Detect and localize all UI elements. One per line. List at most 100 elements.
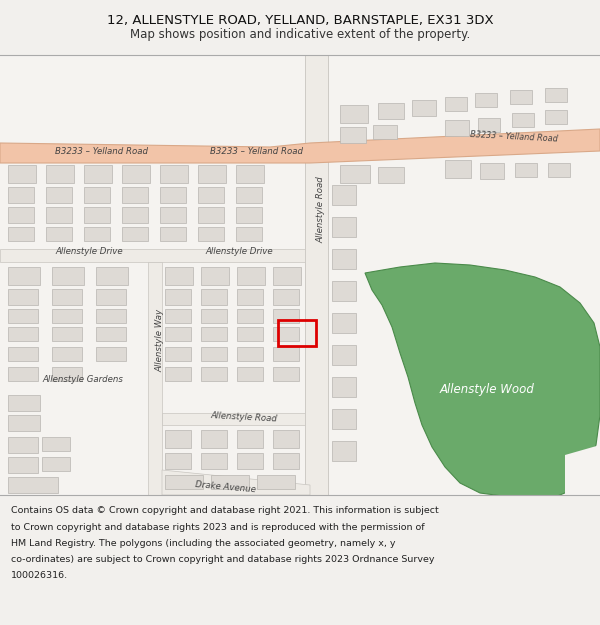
Text: B3233 – Yelland Road: B3233 – Yelland Road: [55, 148, 148, 156]
Bar: [198, 165, 226, 183]
Polygon shape: [0, 129, 600, 163]
Bar: [201, 267, 229, 285]
Bar: [201, 327, 227, 341]
Bar: [378, 167, 404, 183]
Bar: [96, 289, 126, 305]
Bar: [8, 309, 38, 323]
Bar: [198, 207, 224, 223]
Bar: [8, 289, 38, 305]
Bar: [545, 110, 567, 124]
Text: to Crown copyright and database rights 2023 and is reproduced with the permissio: to Crown copyright and database rights 2…: [11, 522, 424, 531]
Bar: [8, 477, 58, 493]
Bar: [165, 309, 191, 323]
Text: B3233 – Yelland Road: B3233 – Yelland Road: [210, 148, 303, 156]
Bar: [445, 97, 467, 111]
Bar: [96, 327, 126, 341]
Bar: [165, 430, 191, 448]
Bar: [8, 327, 38, 341]
Bar: [52, 327, 82, 341]
Bar: [273, 453, 299, 469]
Bar: [42, 457, 70, 471]
Text: Drake Avenue: Drake Avenue: [195, 480, 256, 494]
Bar: [46, 227, 72, 241]
Bar: [8, 187, 34, 203]
Bar: [332, 249, 356, 269]
Polygon shape: [365, 263, 600, 497]
Bar: [165, 347, 191, 361]
Bar: [46, 207, 72, 223]
Text: Map shows position and indicative extent of the property.: Map shows position and indicative extent…: [130, 28, 470, 41]
Bar: [475, 93, 497, 107]
Bar: [8, 207, 34, 223]
Bar: [148, 262, 162, 495]
Text: Contains OS data © Crown copyright and database right 2021. This information is : Contains OS data © Crown copyright and d…: [11, 506, 439, 515]
Bar: [165, 475, 203, 489]
Bar: [8, 437, 38, 453]
Bar: [165, 267, 193, 285]
Bar: [201, 430, 227, 448]
Bar: [52, 367, 82, 381]
Bar: [278, 320, 316, 346]
Bar: [8, 415, 40, 431]
Bar: [478, 118, 500, 132]
Bar: [305, 55, 328, 495]
Bar: [96, 347, 126, 361]
Text: Allenstyle Road: Allenstyle Road: [210, 411, 277, 423]
Polygon shape: [162, 470, 310, 495]
Bar: [46, 187, 72, 203]
Text: Allenstyle Way: Allenstyle Way: [155, 308, 164, 371]
Bar: [52, 289, 82, 305]
Bar: [340, 105, 368, 123]
Bar: [273, 289, 299, 305]
Bar: [273, 430, 299, 448]
Polygon shape: [565, 445, 600, 497]
Bar: [332, 345, 356, 365]
Bar: [96, 267, 128, 285]
Text: 12, ALLENSTYLE ROAD, YELLAND, BARNSTAPLE, EX31 3DX: 12, ALLENSTYLE ROAD, YELLAND, BARNSTAPLE…: [107, 14, 493, 27]
Text: Allenstyle Gardens: Allenstyle Gardens: [42, 376, 123, 384]
Bar: [8, 347, 38, 361]
Bar: [165, 367, 191, 381]
Bar: [201, 367, 227, 381]
Bar: [340, 127, 366, 143]
Bar: [237, 327, 263, 341]
Bar: [84, 165, 112, 183]
Bar: [236, 187, 262, 203]
Text: B3233 – Yelland Road: B3233 – Yelland Road: [470, 130, 558, 144]
Text: co-ordinates) are subject to Crown copyright and database rights 2023 Ordnance S: co-ordinates) are subject to Crown copyr…: [11, 555, 434, 564]
Bar: [273, 367, 299, 381]
Bar: [332, 377, 356, 397]
Bar: [332, 441, 356, 461]
Bar: [8, 165, 36, 183]
Bar: [237, 347, 263, 361]
Text: Allenstyle Drive: Allenstyle Drive: [205, 248, 272, 256]
Bar: [201, 453, 227, 469]
Bar: [160, 227, 186, 241]
Bar: [165, 289, 191, 305]
Bar: [52, 347, 82, 361]
Bar: [160, 207, 186, 223]
Bar: [237, 453, 263, 469]
Bar: [510, 90, 532, 104]
Bar: [340, 165, 370, 183]
Bar: [236, 227, 262, 241]
Bar: [445, 120, 469, 136]
Bar: [122, 207, 148, 223]
Bar: [122, 227, 148, 241]
Bar: [236, 165, 264, 183]
Bar: [8, 227, 34, 241]
Bar: [8, 267, 40, 285]
Bar: [445, 160, 471, 178]
Bar: [273, 347, 299, 361]
Text: 100026316.: 100026316.: [11, 571, 68, 580]
Text: Allenstyle Road: Allenstyle Road: [316, 177, 325, 243]
Bar: [201, 309, 227, 323]
Bar: [160, 187, 186, 203]
Bar: [160, 165, 188, 183]
Bar: [237, 367, 263, 381]
Bar: [201, 347, 227, 361]
Text: Allenstyle Drive: Allenstyle Drive: [55, 248, 122, 256]
Bar: [8, 395, 40, 411]
Bar: [96, 309, 126, 323]
Bar: [545, 88, 567, 102]
